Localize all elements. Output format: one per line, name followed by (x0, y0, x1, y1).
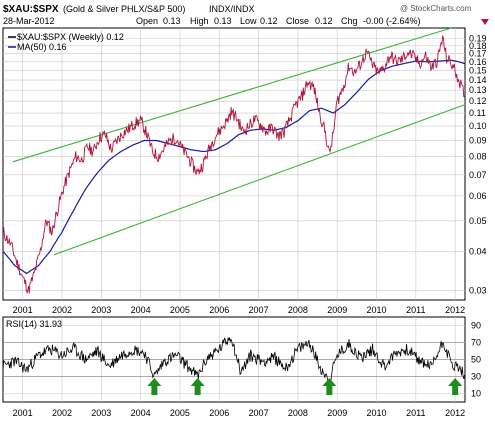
price-y-tick-label: 0.11 (469, 108, 486, 118)
rsi-y-tick-label: 90 (471, 321, 481, 331)
price-y-tick-label: 0.03 (469, 286, 487, 296)
price-legend: $XAU:$SPX (Weekly) 0.12 MA(50) 0.16 (8, 32, 124, 52)
up-arrow-icon (448, 378, 463, 395)
rsi-x-tick-label: 2004 (131, 408, 151, 418)
price-y-axis: 0.190.180.170.160.150.140.130.12 0.11 0.10… (469, 33, 487, 295)
rsi-y-tick-label: 70 (471, 338, 481, 348)
price-x-tick-label: 2010 (367, 305, 387, 315)
rsi-x-tick-label: 2003 (91, 408, 111, 418)
rsi-x-tick-label: 2012 (445, 408, 465, 418)
price-y-tick-label: 0.13 (469, 85, 487, 95)
rsi-y-axis: 90 70 50 30 10 (471, 321, 481, 399)
price-y-tick-label: 0.09 (469, 135, 487, 145)
ma50-line (2, 59, 465, 275)
rsi-y-tick-label: 50 (471, 355, 481, 365)
price-panel: 0.190.180.170.160.150.140.130.12 0.11 0.10… (2, 27, 487, 301)
close-label: Close (286, 16, 309, 26)
price-x-tick-label: 2004 (131, 305, 151, 315)
date-label: 28-Mar-2012 (3, 16, 55, 26)
rsi-x-tick-label: 2011 (406, 408, 425, 418)
price-y-tick-label: 0.06 (469, 191, 487, 201)
price-line (2, 34, 465, 294)
open-value: 0.13 (163, 16, 181, 26)
rsi-x-tick-label: 2007 (249, 408, 269, 418)
price-y-tick-label: 0.08 (469, 152, 487, 162)
rsi-x-tick-label: 2002 (52, 408, 72, 418)
channel-line (53, 104, 466, 256)
rsi-markers (147, 378, 463, 395)
price-x-tick-label: 2011 (406, 305, 425, 315)
price-legend-label: $XAU:$SPX (Weekly) 0.12 (17, 32, 124, 42)
rsi-line (2, 337, 465, 386)
channel-line (12, 27, 452, 163)
price-grid (3, 28, 465, 300)
open-label: Open (136, 16, 158, 26)
up-arrow-icon (190, 378, 205, 395)
rsi-x-tick-label: 2001 (13, 408, 33, 418)
price-y-tick-label: 0.17 (469, 49, 487, 59)
trend-channel (12, 27, 466, 256)
price-x-axis: 2001 2002 2003 2004 2005 2006 2007 2008 2009 2010… (13, 305, 466, 315)
ma-legend-label: MA(50) 0.16 (17, 42, 67, 52)
price-y-tick-label: 0.16 (469, 57, 487, 67)
price-x-tick-label: 2006 (209, 305, 229, 315)
rsi-x-tick-label: 2009 (327, 408, 347, 418)
symbol-title: $XAU:$SPX (3, 4, 59, 15)
price-x-tick-label: 2009 (327, 305, 347, 315)
price-y-tick-label: 0.19 (469, 33, 487, 43)
watermark: @ StockCharts.com (400, 4, 472, 13)
chg-label: Chg (341, 16, 358, 26)
price-y-tick-label: 0.07 (469, 170, 487, 180)
price-x-tick-label: 2012 (445, 305, 465, 315)
rsi-legend-label: RSI(14) 31.93 (6, 319, 62, 329)
low-value: 0.12 (260, 16, 278, 26)
price-y-tick-label: 0.04 (469, 246, 487, 256)
price-y-tick-label: 0.12 (469, 96, 487, 106)
price-x-tick-label: 2001 (13, 305, 33, 315)
up-arrow-icon (322, 378, 337, 395)
high-value: 0.13 (214, 16, 232, 26)
low-label: Low (240, 16, 257, 26)
exchange-label: INDX/INDX (209, 4, 255, 14)
price-x-tick-label: 2005 (170, 305, 190, 315)
rsi-x-tick-label: 2006 (209, 408, 229, 418)
symbol-description: (Gold & Silver PHLX/S&P 500) (63, 4, 185, 14)
price-y-tick-label: 0.15 (469, 66, 487, 76)
price-y-tick-label: 0.05 (469, 216, 487, 226)
rsi-x-tick-label: 2010 (367, 408, 387, 418)
rsi-x-tick-label: 2008 (288, 408, 308, 418)
up-arrow-icon (147, 378, 162, 395)
price-x-tick-label: 2002 (52, 305, 72, 315)
price-y-tick-label: 0.10 (469, 121, 487, 131)
rsi-y-tick-label: 10 (471, 389, 481, 399)
rsi-x-tick-label: 2005 (170, 408, 190, 418)
price-y-tick-label: 0.18 (469, 41, 487, 51)
high-label: High (190, 16, 209, 26)
close-value: 0.12 (315, 16, 333, 26)
rsi-y-tick-label: 30 (471, 372, 481, 382)
price-x-tick-label: 2008 (288, 305, 308, 315)
price-x-tick-label: 2007 (249, 305, 269, 315)
rsi-x-axis: 2001 2002 2003 2004 2005 2006 2007 2008 2009 2010… (13, 408, 466, 418)
chg-value: -0.00 (-2.64%) (363, 16, 421, 26)
price-x-tick-label: 2003 (91, 305, 111, 315)
rsi-panel: 90 70 50 30 10 RSI(14) 31.93 (2, 316, 481, 403)
price-panel-frame (2, 27, 466, 301)
price-y-tick-label: 0.14 (469, 75, 487, 85)
chg-down-triangle-icon (481, 19, 489, 25)
